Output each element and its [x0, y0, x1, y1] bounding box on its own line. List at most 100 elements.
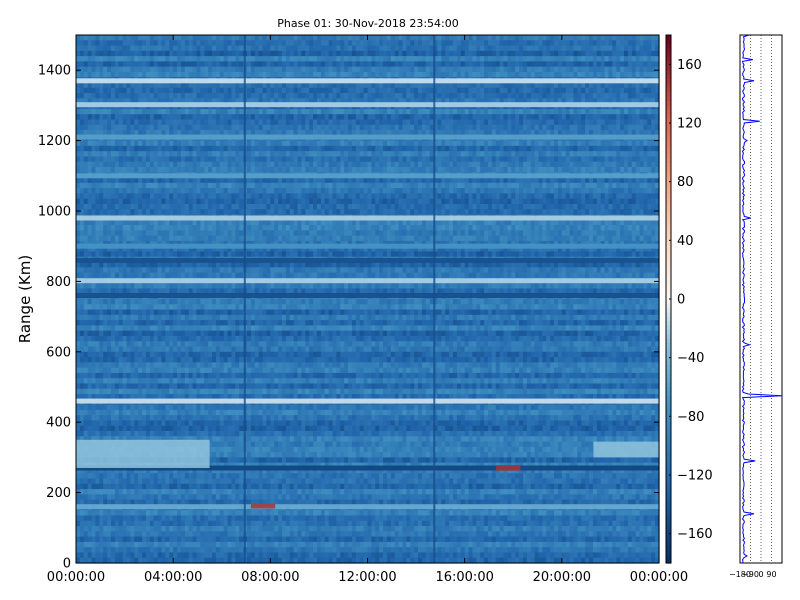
heatmap-cell [383, 61, 388, 68]
heatmap-cell [577, 193, 582, 200]
heatmap-cell [402, 82, 407, 89]
heatmap-cell [157, 188, 163, 194]
heatmap-cell [363, 203, 369, 210]
heatmap-cell [421, 182, 427, 189]
heatmap-cell [328, 145, 334, 152]
heatmap-cell [227, 82, 233, 89]
heatmap-cell [227, 98, 233, 105]
heatmap-cell [643, 40, 648, 47]
heatmap-cell [165, 161, 170, 168]
heatmap-cell [180, 130, 186, 136]
heatmap-cell [449, 156, 454, 163]
heatmap-cell [499, 108, 505, 115]
heatmap-cell [219, 108, 225, 115]
heatmap-cell [110, 124, 116, 131]
heatmap-cell [316, 151, 322, 158]
heatmap-cell [355, 130, 361, 136]
heatmap-cell [406, 66, 411, 73]
heatmap-cell [394, 114, 400, 121]
heatmap-cell [355, 140, 361, 147]
heatmap-cell [484, 40, 489, 47]
heatmap-cell [495, 140, 501, 147]
heatmap-cell [118, 188, 124, 194]
heatmap-cell [456, 151, 462, 158]
heatmap-cell [91, 203, 97, 210]
heatmap-cell [309, 203, 314, 210]
heatmap-cell [530, 140, 536, 147]
heatmap-cell [145, 56, 151, 62]
heatmap-cell [530, 161, 536, 168]
heatmap-cell [608, 87, 613, 94]
heatmap-cell [289, 124, 295, 131]
heatmap-cell [437, 130, 442, 136]
heatmap-cell [153, 119, 159, 126]
heatmap-cell [643, 87, 648, 94]
heatmap-cell [375, 87, 380, 94]
heatmap-cell [499, 56, 505, 62]
heatmap-cell [110, 61, 116, 68]
heatmap-cell [227, 156, 233, 163]
heatmap-cell [425, 198, 431, 205]
heatmap-cell [480, 140, 485, 147]
heatmap-cell [519, 145, 524, 152]
heatmap-cell [142, 161, 147, 168]
heatmap-cell [453, 108, 458, 115]
heatmap-cell [340, 161, 345, 168]
heatmap-cell [235, 82, 240, 89]
heatmap-cell [231, 108, 236, 115]
heatmap-cell [293, 119, 299, 126]
heatmap-cell [118, 114, 124, 121]
heatmap-cell [173, 61, 178, 68]
heatmap-cell [379, 130, 384, 136]
heatmap-cell [542, 198, 547, 205]
heatmap-cell [297, 156, 303, 163]
heatmap-cell [476, 151, 481, 158]
heatmap-cell [557, 156, 563, 163]
heatmap-cell [262, 50, 268, 57]
heatmap-cell [351, 140, 357, 147]
heatmap-cell [316, 108, 322, 115]
heatmap-cell [627, 203, 633, 210]
heatmap-cell [297, 108, 303, 115]
heatmap-cell [530, 119, 536, 126]
heatmap-cell [320, 145, 326, 152]
heatmap-cell [522, 167, 528, 173]
heatmap-cell [647, 45, 652, 52]
heatmap-cell [425, 66, 431, 73]
heatmap-cell [169, 108, 174, 115]
heatmap-cell [173, 82, 178, 89]
heatmap-cell [239, 156, 244, 163]
heatmap-cell [324, 198, 330, 205]
heatmap-cell [231, 56, 236, 62]
heatmap-cell [371, 82, 376, 89]
heatmap-cell [235, 71, 240, 78]
heatmap-cell [565, 140, 571, 147]
heatmap-cell [651, 203, 656, 210]
heatmap-cell [281, 66, 287, 73]
heatmap-cell [425, 40, 431, 47]
heatmap-cell [491, 188, 497, 194]
heatmap-cell [324, 203, 330, 210]
heatmap-cell [293, 151, 299, 158]
heatmap-cell [289, 45, 295, 52]
heatmap-cell [258, 177, 264, 184]
heatmap-cell [530, 93, 536, 99]
heatmap-cell [110, 177, 116, 184]
heatmap-cell [534, 93, 540, 99]
heatmap-cell [585, 114, 590, 121]
heatmap-cell [145, 145, 151, 152]
heatmap-cell [511, 71, 516, 78]
heatmap-cell [247, 114, 252, 121]
heatmap-cell [83, 161, 89, 168]
heatmap-cell [184, 130, 190, 136]
heatmap-cell [336, 40, 341, 47]
heatmap-cell [320, 124, 326, 131]
heatmap-cell [604, 177, 610, 184]
heatmap-cell [530, 98, 536, 105]
heatmap-cell [188, 66, 194, 73]
heatmap-cell [487, 35, 493, 41]
heatmap-cell [456, 114, 462, 121]
heatmap-cell [511, 56, 516, 62]
heatmap-cell [414, 124, 419, 131]
heatmap-cell [581, 151, 586, 158]
